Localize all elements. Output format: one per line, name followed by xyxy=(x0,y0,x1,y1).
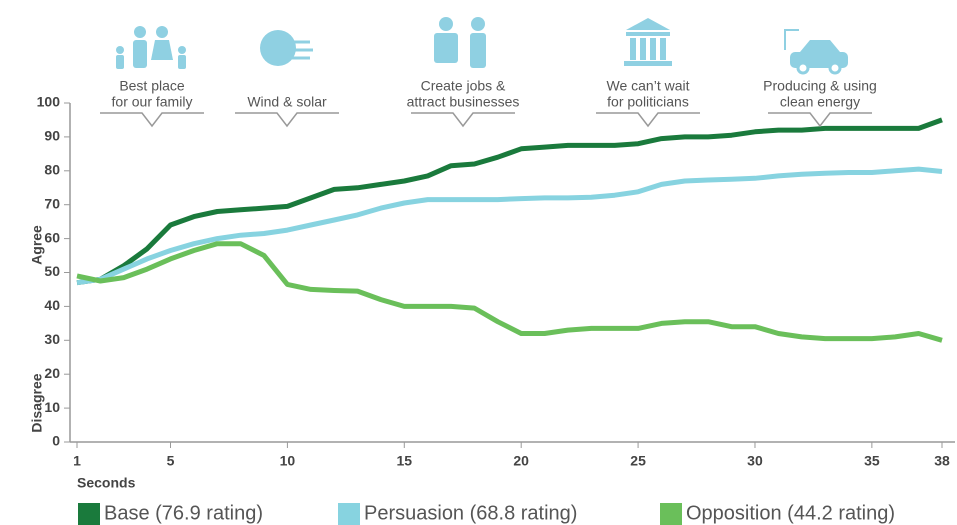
x-tick-label: 25 xyxy=(630,453,646,469)
callout xyxy=(768,112,872,128)
workers-icon xyxy=(434,17,486,68)
annotation: attract businesses xyxy=(407,94,520,110)
x-tick-label: 15 xyxy=(397,453,413,469)
callout xyxy=(100,112,204,128)
line-series xyxy=(76,166,943,286)
x-tick-label: 20 xyxy=(513,453,529,469)
legend-swatch xyxy=(78,503,100,525)
line-series xyxy=(76,241,943,343)
family-icon xyxy=(116,26,186,69)
y-tick-label: 0 xyxy=(52,433,60,449)
icons xyxy=(116,17,848,75)
x-tick-label: 5 xyxy=(167,453,175,469)
y-tick-label: 40 xyxy=(44,297,60,313)
y-tick-label: 70 xyxy=(44,195,60,211)
y-tick-label: 50 xyxy=(44,263,60,279)
annotation: clean energy xyxy=(780,94,860,110)
annotation: Wind & solar xyxy=(247,94,327,110)
callout xyxy=(596,112,700,128)
x-tick-label: 1 xyxy=(73,453,81,469)
y-tick-label: 60 xyxy=(44,229,60,245)
y-label-disagree: Disagree xyxy=(29,373,45,432)
annotation: Producing & using xyxy=(763,78,877,94)
annotation: for politicians xyxy=(607,94,689,110)
y-tick-label: 80 xyxy=(44,162,60,178)
x-tick-label: 10 xyxy=(280,453,296,469)
annotation: Best place xyxy=(119,78,185,94)
y-label-agree: Agree xyxy=(29,225,45,265)
x-tick-label: 38 xyxy=(934,453,950,469)
legend-label: Persuasion (68.8 rating) xyxy=(364,502,577,524)
y-tick-label: 10 xyxy=(44,399,60,415)
annotation: Create jobs & xyxy=(421,78,506,94)
y-tick-label: 20 xyxy=(44,365,60,381)
callout xyxy=(235,112,339,128)
x-label: Seconds xyxy=(77,475,136,491)
callout xyxy=(411,112,515,128)
y-tick-label: 90 xyxy=(44,128,60,144)
line-series xyxy=(76,117,943,286)
x-tick-label: 35 xyxy=(864,453,880,469)
building-icon xyxy=(624,18,672,66)
annotation: for our family xyxy=(112,94,193,110)
x-tick-label: 30 xyxy=(747,453,763,469)
y-tick-label: 30 xyxy=(44,331,60,347)
legend-swatch xyxy=(660,503,682,525)
legend-label: Opposition (44.2 rating) xyxy=(686,502,895,524)
car-icon xyxy=(784,29,848,75)
sun-icon xyxy=(260,30,313,66)
annotation: We can’t wait xyxy=(607,78,690,94)
y-tick-label: 100 xyxy=(37,94,61,110)
legend-label: Base (76.9 rating) xyxy=(104,502,263,524)
legend-swatch xyxy=(338,503,360,525)
